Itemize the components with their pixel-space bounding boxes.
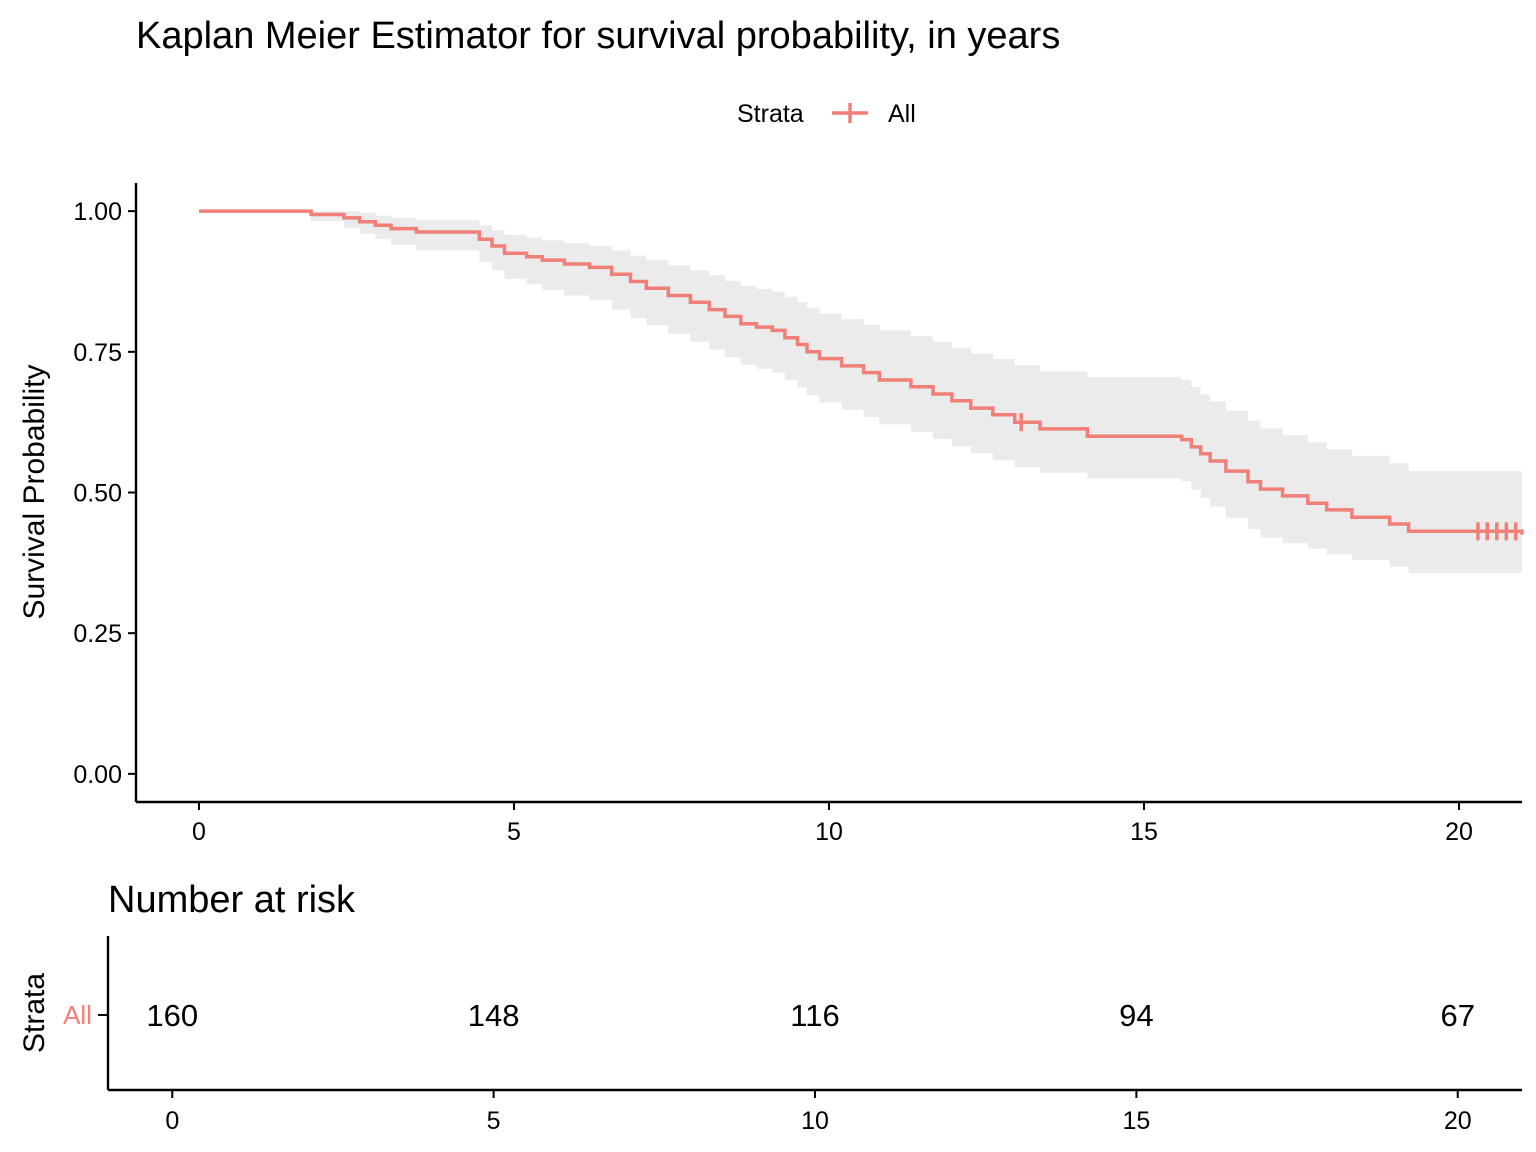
risk-x-tick-label: 15 — [1122, 1107, 1150, 1135]
survival-curve-all — [199, 209, 1524, 535]
y-tick-label: 0.00 — [73, 761, 122, 789]
censor-marks-group — [1019, 413, 1518, 541]
risk-x-tick-label: 10 — [801, 1107, 829, 1135]
y-tick-label: 0.75 — [73, 339, 122, 367]
risk-table-title: Number at risk — [108, 879, 356, 921]
x-tick-label: 0 — [192, 818, 206, 846]
y-tick-label: 0.25 — [73, 620, 122, 648]
x-tick-label: 10 — [815, 818, 843, 846]
confidence-band — [199, 211, 1522, 573]
legend: Strata All — [737, 100, 916, 128]
risk-value: 160 — [146, 998, 198, 1033]
x-tick-label: 5 — [507, 818, 521, 846]
risk-x-tick-label: 20 — [1444, 1107, 1472, 1135]
x-tick-label: 15 — [1130, 818, 1158, 846]
risk-row-label-all: All — [63, 1000, 92, 1030]
risk-x-tick-label: 5 — [487, 1107, 501, 1135]
confidence-band-group — [199, 211, 1522, 573]
x-tick-label: 20 — [1445, 818, 1473, 846]
y-tick-label: 0.50 — [73, 480, 122, 508]
chart-title: Kaplan Meier Estimator for survival prob… — [136, 15, 1060, 57]
risk-values-group: 160 148 116 94 67 — [146, 998, 1475, 1033]
risk-x-ticks-group: 0 5 10 15 20 — [165, 1090, 1472, 1135]
legend-entry-all: All — [888, 100, 916, 128]
legend-title: Strata — [737, 100, 804, 128]
x-ticks-group: 0 5 10 15 20 — [192, 802, 1473, 846]
y-ticks-group: 0.00 0.25 0.50 0.75 1.00 — [73, 198, 136, 789]
risk-value: 116 — [790, 998, 839, 1033]
risk-y-axis-title: Strata — [18, 973, 51, 1053]
risk-value: 148 — [468, 998, 520, 1033]
y-axis-title: Survival Probability — [18, 364, 51, 619]
legend-key-all — [832, 103, 868, 123]
survival-curve-group — [199, 209, 1524, 535]
risk-value: 94 — [1119, 998, 1153, 1033]
y-tick-label: 1.00 — [73, 198, 122, 226]
risk-x-tick-label: 0 — [165, 1107, 179, 1135]
risk-value: 67 — [1440, 998, 1474, 1033]
